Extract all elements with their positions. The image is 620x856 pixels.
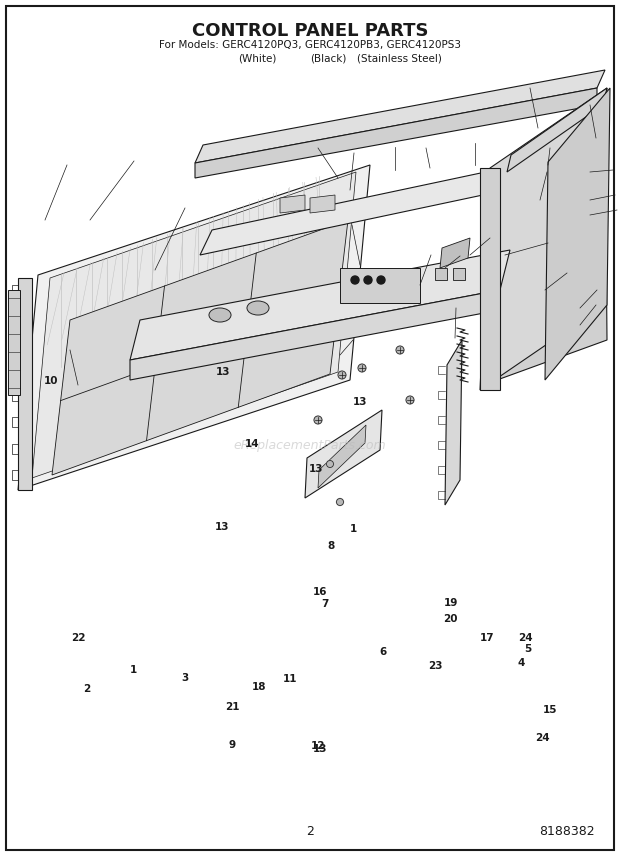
Text: 13: 13 (352, 397, 367, 407)
Text: 16: 16 (312, 587, 327, 597)
Text: 12: 12 (311, 741, 326, 752)
Text: 14: 14 (244, 439, 259, 449)
Circle shape (314, 416, 322, 424)
Polygon shape (440, 238, 470, 268)
Bar (453, 268, 465, 280)
Polygon shape (52, 220, 348, 475)
Polygon shape (200, 160, 542, 255)
Text: 8: 8 (327, 541, 335, 551)
Polygon shape (507, 88, 607, 172)
Text: (White): (White) (238, 53, 277, 63)
Polygon shape (130, 290, 500, 380)
Polygon shape (18, 165, 370, 490)
Ellipse shape (247, 301, 269, 315)
Text: 10: 10 (43, 376, 58, 386)
Circle shape (396, 346, 404, 354)
Circle shape (377, 276, 385, 284)
Polygon shape (130, 250, 510, 360)
Polygon shape (8, 290, 20, 395)
Polygon shape (318, 425, 366, 488)
Polygon shape (305, 410, 382, 498)
Text: 2: 2 (306, 825, 314, 838)
Text: 22: 22 (71, 633, 86, 643)
Text: 9: 9 (229, 740, 236, 750)
Text: 13: 13 (216, 367, 231, 377)
Text: 13: 13 (313, 744, 328, 754)
Text: 3: 3 (181, 673, 188, 683)
Text: (Stainless Steel): (Stainless Steel) (358, 53, 442, 63)
Text: 11: 11 (283, 674, 298, 684)
Text: 18: 18 (252, 682, 267, 693)
Circle shape (364, 276, 372, 284)
Text: 17: 17 (480, 633, 495, 643)
Ellipse shape (209, 308, 231, 322)
Text: 13: 13 (309, 464, 324, 474)
Text: 13: 13 (215, 522, 229, 532)
Circle shape (337, 498, 343, 506)
Polygon shape (195, 70, 605, 163)
Polygon shape (545, 88, 610, 380)
Polygon shape (280, 195, 305, 213)
Bar (435, 268, 447, 280)
Text: 8188382: 8188382 (539, 825, 595, 838)
Text: 21: 21 (225, 702, 240, 712)
Polygon shape (310, 195, 335, 213)
Text: eReplacementParts.com: eReplacementParts.com (234, 438, 386, 452)
Polygon shape (480, 168, 500, 390)
Text: For Models: GERC4120PQ3, GERC4120PB3, GERC4120PS3: For Models: GERC4120PQ3, GERC4120PB3, GE… (159, 40, 461, 50)
Polygon shape (18, 278, 32, 490)
Polygon shape (445, 340, 462, 505)
Circle shape (327, 461, 334, 467)
Circle shape (351, 276, 359, 284)
Text: 19: 19 (444, 598, 459, 609)
Text: 1: 1 (130, 665, 137, 675)
Circle shape (338, 371, 346, 379)
Text: 4: 4 (517, 658, 525, 669)
Text: 7: 7 (321, 599, 329, 609)
Text: 24: 24 (535, 733, 550, 743)
Text: 15: 15 (542, 705, 557, 716)
Circle shape (196, 331, 224, 359)
Text: 1: 1 (350, 524, 357, 534)
Polygon shape (495, 105, 607, 380)
Text: (Black): (Black) (311, 53, 347, 63)
Text: 5: 5 (525, 644, 532, 654)
Circle shape (406, 396, 414, 404)
Polygon shape (32, 172, 356, 478)
Polygon shape (195, 88, 597, 178)
Text: 23: 23 (428, 661, 443, 671)
Text: CONTROL PANEL PARTS: CONTROL PANEL PARTS (192, 22, 428, 40)
Text: 2: 2 (83, 684, 91, 694)
Text: 20: 20 (443, 614, 458, 624)
Text: 24: 24 (518, 633, 533, 643)
Circle shape (358, 364, 366, 372)
Text: 6: 6 (379, 647, 387, 657)
Polygon shape (480, 88, 607, 390)
Bar (340, 268, 420, 303)
